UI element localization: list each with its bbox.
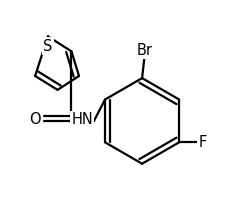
Text: O: O bbox=[29, 112, 41, 127]
Text: Br: Br bbox=[136, 43, 152, 58]
Text: S: S bbox=[43, 39, 53, 54]
Text: F: F bbox=[198, 135, 207, 150]
Text: HN: HN bbox=[71, 112, 93, 127]
